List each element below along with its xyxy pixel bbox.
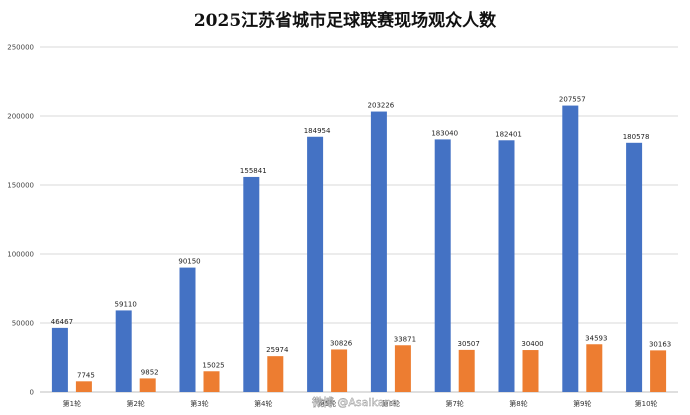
data-labels: 46467 7745 59110 9852 90150 15025 155841 25974 1… [51, 96, 671, 380]
data-label: 46467 [51, 318, 73, 326]
bar-series-2 [267, 356, 284, 392]
x-category-label: 第5轮 [318, 399, 336, 408]
x-category-label: 第2轮 [126, 399, 144, 408]
bar-series-1 [307, 136, 324, 392]
bar-series-2 [586, 344, 603, 392]
watermark: 微博 @Asaikana [312, 395, 398, 409]
bar-series-2 [203, 371, 220, 392]
data-label: 183040 [431, 129, 458, 137]
data-label: 30400 [521, 340, 543, 348]
data-label: 184954 [304, 127, 331, 135]
data-label: 203226 [368, 102, 395, 110]
bar-series-2 [394, 345, 411, 392]
x-axis-categories: 第1轮 第2轮 第3轮 第4轮 第5轮 第6轮 第7轮 第8轮 第9轮 第10轮 [63, 399, 658, 408]
bar-series-1 [626, 142, 643, 392]
data-label: 207557 [559, 96, 586, 104]
bar-series-2 [331, 349, 348, 392]
x-category-label: 第6轮 [382, 399, 400, 408]
data-label: 34593 [585, 334, 607, 342]
y-tick-label: 250000 [7, 44, 34, 52]
y-tick-label: 200000 [7, 113, 34, 121]
x-category-label: 第8轮 [509, 399, 527, 408]
x-category-label: 第4轮 [254, 399, 272, 408]
x-category-label: 第3轮 [190, 399, 208, 408]
y-tick-label: 100000 [7, 251, 34, 259]
data-label: 182401 [495, 130, 522, 138]
y-tick-label: 0 [30, 389, 34, 397]
data-label: 30826 [330, 339, 353, 347]
bar-series-1 [51, 327, 68, 392]
chart-title: 2025江苏省城市足球联赛现场观众人数 [194, 10, 497, 31]
data-label: 30507 [458, 340, 480, 348]
bar-series-2 [522, 350, 539, 392]
bar-series-2 [650, 350, 667, 392]
y-tick-label: 150000 [7, 182, 34, 190]
bar-series-1 [243, 176, 260, 392]
bar-series-1 [179, 267, 196, 392]
data-label: 15025 [202, 361, 224, 369]
bar-series-1 [370, 111, 387, 392]
bar-series-1 [434, 139, 451, 392]
bar-series-2 [458, 349, 475, 392]
y-tick-label: 50000 [12, 320, 34, 328]
bar-series-1 [115, 310, 132, 392]
bar-series-2 [75, 381, 92, 392]
bar-series-2 [139, 378, 156, 392]
y-axis-ticks: 0 50000 100000 150000 200000 250000 [7, 44, 34, 397]
bar-series-1 [562, 105, 579, 392]
data-label: 180578 [623, 133, 650, 141]
data-label: 59110 [115, 300, 137, 308]
data-label: 7745 [77, 371, 95, 379]
x-category-label: 第10轮 [635, 399, 658, 408]
data-label: 9852 [141, 368, 159, 376]
data-label: 30163 [649, 340, 671, 348]
x-category-label: 第9轮 [573, 399, 591, 408]
data-label: 25974 [266, 346, 289, 354]
bar-series-1 [498, 140, 515, 392]
bars [51, 105, 667, 392]
x-category-label: 第7轮 [445, 399, 463, 408]
x-category-label: 第1轮 [63, 399, 81, 408]
data-label: 155841 [240, 167, 267, 175]
data-label: 33871 [394, 335, 416, 343]
data-label: 90150 [178, 258, 200, 266]
